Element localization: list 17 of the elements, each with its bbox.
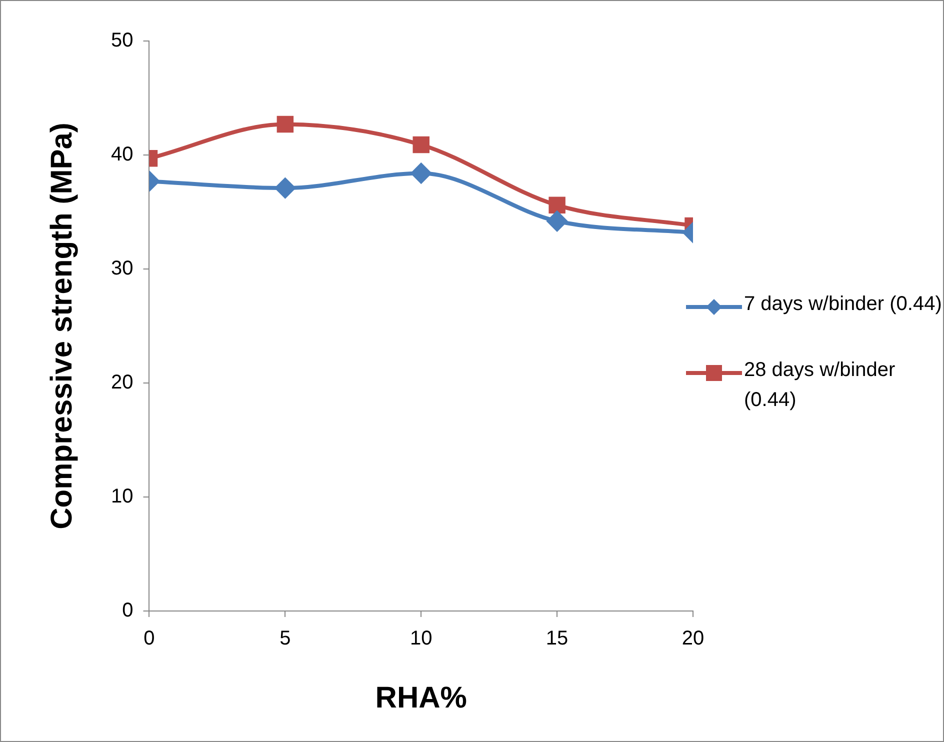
point (412, 136, 430, 154)
x-tick-label: 10 (410, 628, 432, 650)
y-tick-label: 0 (122, 600, 134, 622)
y-tick-label: 40 (110, 144, 134, 166)
x-tick-label: 5 (280, 628, 291, 650)
x-tick-label: 20 (682, 628, 704, 650)
y-tick-label: 10 (110, 486, 134, 508)
y-axis-title: Compressive strength (MPa) (45, 122, 78, 530)
y-tick-label: 50 (110, 30, 134, 52)
legend-label: 28 days w/binder (0.44) (744, 358, 896, 413)
x-axis-title: RHA% (375, 681, 467, 714)
x-tick-label: 15 (546, 628, 568, 650)
point (411, 163, 432, 184)
y-tick-label: 30 (110, 258, 134, 280)
y-tick-label: 20 (110, 372, 134, 394)
x-tick-label: 0 (144, 628, 155, 650)
legend-label: 7 days w/binder (0.44) (744, 292, 943, 317)
